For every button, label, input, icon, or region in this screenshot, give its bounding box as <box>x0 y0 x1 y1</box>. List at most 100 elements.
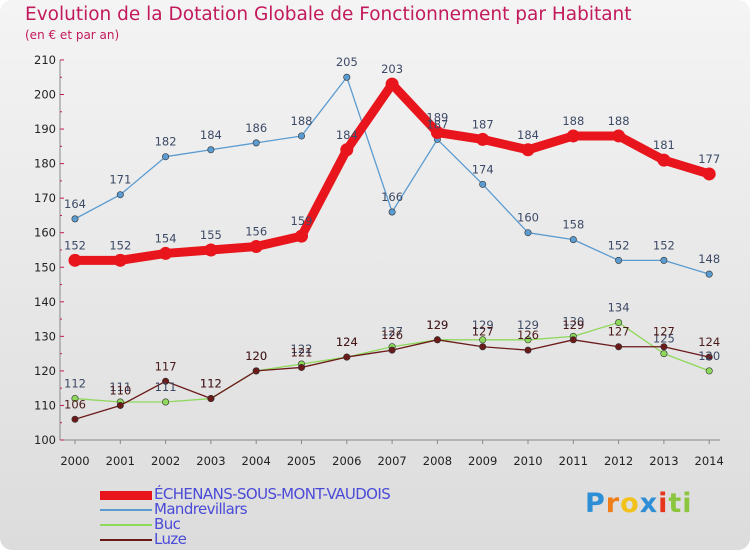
data-point <box>388 346 396 354</box>
data-point <box>340 143 354 157</box>
data-label: 184 <box>517 128 539 142</box>
data-label: 124 <box>698 335 720 349</box>
data-point <box>702 167 716 181</box>
data-label: 112 <box>200 377 222 391</box>
data-label: 106 <box>64 397 86 411</box>
legend-swatch <box>100 491 152 500</box>
data-label: 160 <box>517 211 539 225</box>
data-label: 164 <box>64 197 86 211</box>
data-point <box>385 77 399 91</box>
data-point <box>71 415 79 423</box>
y-tick-label: 120 <box>34 364 56 378</box>
data-label: 156 <box>245 225 267 239</box>
data-label: 120 <box>245 349 267 363</box>
data-point <box>705 367 713 375</box>
data-label: 110 <box>109 383 131 397</box>
data-label: 152 <box>608 238 630 252</box>
y-tick-label: 170 <box>34 191 56 205</box>
data-label: 152 <box>653 238 675 252</box>
data-point <box>207 146 215 154</box>
data-label: 129 <box>517 318 539 332</box>
data-point <box>479 180 487 188</box>
data-point <box>521 143 535 157</box>
data-point <box>433 336 441 344</box>
data-label: 171 <box>109 173 131 187</box>
x-tick-label: 2003 <box>196 454 225 468</box>
data-point <box>162 398 170 406</box>
y-tick-label: 140 <box>34 295 56 309</box>
legend-swatch <box>100 539 152 541</box>
data-point <box>297 132 305 140</box>
data-label: 130 <box>562 314 584 328</box>
data-label: 184 <box>336 128 358 142</box>
y-tick-label: 210 <box>34 53 56 67</box>
data-label: 158 <box>562 218 584 232</box>
proxiti-logo: Proxiti <box>585 488 693 519</box>
data-label: 127 <box>653 325 675 339</box>
data-label: 177 <box>698 152 720 166</box>
data-label: 120 <box>698 349 720 363</box>
data-label: 148 <box>698 252 720 266</box>
data-point <box>388 208 396 216</box>
data-label: 129 <box>472 318 494 332</box>
data-point <box>204 243 218 257</box>
x-tick-label: 2008 <box>423 454 452 468</box>
data-label: 120 <box>245 349 267 363</box>
data-label: 187 <box>472 117 494 131</box>
x-tick-label: 2002 <box>151 454 180 468</box>
data-label: 181 <box>653 138 675 152</box>
legend-label: Mandrevillars <box>154 500 248 518</box>
data-point <box>159 246 173 260</box>
data-point <box>569 336 577 344</box>
data-point <box>162 377 170 385</box>
y-tick-label: 110 <box>34 398 56 412</box>
data-point <box>569 236 577 244</box>
data-point <box>479 336 487 344</box>
data-point <box>113 253 127 267</box>
data-label: 182 <box>155 135 177 149</box>
y-tick-label: 130 <box>34 329 56 343</box>
data-label: 117 <box>155 359 177 373</box>
data-label: 134 <box>608 301 630 315</box>
data-label: 111 <box>155 380 177 394</box>
data-label: 205 <box>336 55 358 69</box>
data-point <box>68 253 82 267</box>
data-label: 124 <box>336 335 358 349</box>
x-tick-label: 2010 <box>513 454 542 468</box>
data-label: 188 <box>608 114 630 128</box>
x-tick-label: 2005 <box>287 454 316 468</box>
data-label: 189 <box>426 111 448 125</box>
data-point <box>71 395 79 403</box>
data-label: 166 <box>381 190 403 204</box>
data-label: 159 <box>291 214 313 228</box>
legend-label: Luze <box>154 530 187 548</box>
y-tick-label: 190 <box>34 122 56 136</box>
data-point <box>660 256 668 264</box>
data-point <box>343 73 351 81</box>
data-label: 155 <box>200 228 222 242</box>
legend-label: Buc <box>154 515 181 533</box>
data-point <box>660 350 668 358</box>
y-tick-label: 200 <box>34 88 56 102</box>
data-point <box>430 126 444 140</box>
data-point <box>615 319 623 327</box>
legend-swatch <box>100 524 152 526</box>
data-point <box>566 129 580 143</box>
x-tick-label: 2001 <box>106 454 135 468</box>
data-label: 186 <box>245 121 267 135</box>
data-label: 111 <box>109 380 131 394</box>
y-tick-label: 160 <box>34 226 56 240</box>
data-label: 125 <box>653 332 675 346</box>
data-point <box>705 353 713 361</box>
data-point <box>524 346 532 354</box>
data-point <box>657 153 671 167</box>
data-point <box>116 401 124 409</box>
x-tick-label: 2007 <box>377 454 406 468</box>
x-tick-label: 2012 <box>604 454 633 468</box>
data-label: 129 <box>426 318 448 332</box>
chart-subtitle: (en € et par an) <box>25 28 120 42</box>
legend-swatch <box>100 509 152 511</box>
data-point <box>116 191 124 199</box>
data-point <box>612 129 626 143</box>
